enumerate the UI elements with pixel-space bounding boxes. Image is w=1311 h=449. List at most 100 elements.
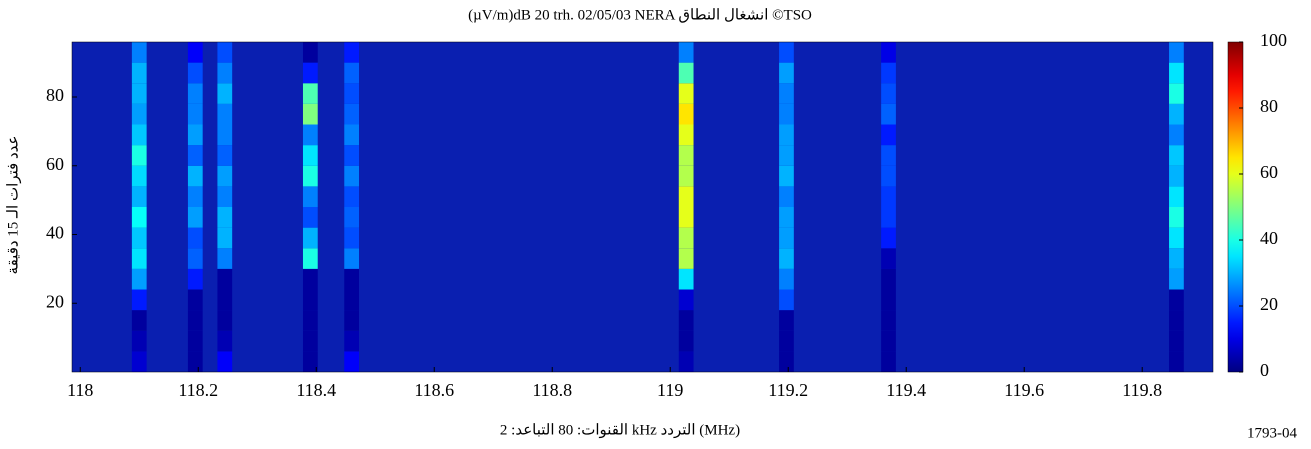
- heatmap-cell: [1169, 145, 1184, 166]
- heatmap-cell: [302, 124, 318, 146]
- heatmap-cell: [1169, 62, 1184, 84]
- heatmap-cell: [131, 268, 147, 290]
- heatmap-cell: [344, 124, 360, 146]
- heatmap-cell: [344, 330, 360, 352]
- heatmap-cell: [217, 310, 233, 331]
- heatmap-cell: [881, 351, 896, 372]
- heatmap-cell: [131, 227, 147, 249]
- heatmap-cell: [187, 248, 203, 269]
- heatmap-cell: [302, 248, 318, 269]
- heatmap-cell: [779, 186, 794, 207]
- heatmap-cell: [344, 186, 360, 207]
- heatmap-cell: [881, 103, 896, 125]
- heatmap-cell: [344, 268, 360, 290]
- heatmap-cell: [1169, 124, 1184, 146]
- heatmap-cell: [779, 62, 794, 84]
- y-tick-label: 60: [46, 154, 64, 174]
- heatmap-cell: [678, 227, 694, 249]
- heatmap-cell: [678, 165, 694, 187]
- x-tick-label: 119.6: [1004, 380, 1044, 400]
- heatmap-cell: [217, 124, 233, 146]
- y-tick-label: 20: [46, 291, 64, 311]
- heatmap-cell: [678, 42, 694, 63]
- heatmap-cell: [678, 310, 694, 331]
- x-axis-label: القنوات: 80 التباعد: 2 kHz التردد (MHz): [500, 422, 740, 438]
- heatmap-cell: [881, 62, 896, 84]
- heatmap-cell: [217, 83, 233, 104]
- heatmap-cell: [1169, 310, 1184, 331]
- y-tick-label: 40: [46, 223, 64, 243]
- heatmap-cell: [217, 145, 233, 166]
- heatmap-cell: [302, 351, 318, 372]
- heatmap-cell: [217, 207, 233, 228]
- heatmap-cell: [187, 227, 203, 249]
- heatmap-cell: [344, 145, 360, 166]
- heatmap-cell: [302, 289, 318, 311]
- heatmap-cell: [678, 330, 694, 352]
- x-tick-label: 118.8: [532, 380, 572, 400]
- heatmap-cell: [217, 268, 233, 290]
- heatmap-cell: [217, 351, 233, 372]
- heatmap-cell: [131, 289, 147, 311]
- heatmap-cell: [187, 103, 203, 125]
- heatmap-cell: [678, 207, 694, 228]
- heatmap-cell: [881, 268, 896, 290]
- heatmap-cell: [187, 186, 203, 207]
- heatmap-cell: [217, 62, 233, 84]
- heatmap-cell: [678, 186, 694, 207]
- heatmap-cell: [779, 165, 794, 187]
- heatmap-cell: [302, 268, 318, 290]
- heatmap-cell: [881, 227, 896, 249]
- chart-title: (µV/m)dB 20 trh. 02/05/03 NERA انشغال ال…: [468, 7, 812, 23]
- heatmap-cell: [779, 330, 794, 352]
- heatmap-cell: [187, 165, 203, 187]
- heatmap-cell: [779, 42, 794, 63]
- heatmap-cell: [1169, 83, 1184, 104]
- heatmap-cell: [881, 207, 896, 228]
- heatmap-cell: [344, 165, 360, 187]
- heatmap-cell: [344, 248, 360, 269]
- heatmap-cell: [187, 124, 203, 146]
- heatmap-cell: [302, 330, 318, 352]
- heatmap-cell: [187, 310, 203, 331]
- heatmap-cell: [302, 186, 318, 207]
- heatmap-cell: [217, 227, 233, 249]
- heatmap-cell: [881, 289, 896, 311]
- heatmap-cell: [779, 124, 794, 146]
- heatmap-cell: [217, 103, 233, 125]
- heatmap-cell: [1169, 289, 1184, 311]
- heatmap-cell: [881, 145, 896, 166]
- heatmap-cell: [187, 207, 203, 228]
- x-tick-label: 119: [657, 380, 683, 400]
- heatmap-cell: [131, 248, 147, 269]
- heatmap-cell: [131, 83, 147, 104]
- heatmap-cell: [131, 186, 147, 207]
- heatmap-cell: [217, 330, 233, 352]
- heatmap-cell: [678, 103, 694, 125]
- heatmap-cell: [678, 268, 694, 290]
- heatmap-cell: [187, 145, 203, 166]
- heatmap-cell: [881, 248, 896, 269]
- heatmap-cell: [131, 103, 147, 125]
- heatmap-cell: [678, 83, 694, 104]
- heatmap-cell: [187, 42, 203, 63]
- heatmap-cell: [1169, 165, 1184, 187]
- heatmap-cell: [131, 351, 147, 372]
- x-tick-label: 119.8: [1122, 380, 1162, 400]
- heatmap-cell: [1169, 330, 1184, 352]
- heatmap-cell: [881, 186, 896, 207]
- colorbar: [1227, 41, 1244, 373]
- heatmap-cell: [217, 165, 233, 187]
- heatmap-cell: [131, 310, 147, 331]
- heatmap-cell: [779, 310, 794, 331]
- plot-area: [72, 42, 1213, 372]
- heatmap-cell: [187, 351, 203, 372]
- heatmap-cell: [344, 227, 360, 249]
- heatmap-cell: [1169, 207, 1184, 228]
- heatmap-cell: [678, 289, 694, 311]
- heatmap-cell: [302, 145, 318, 166]
- heatmap-cell: [1169, 103, 1184, 125]
- heatmap-cell: [302, 62, 318, 84]
- x-tick-label: 118: [67, 380, 93, 400]
- heatmap-cell: [881, 330, 896, 352]
